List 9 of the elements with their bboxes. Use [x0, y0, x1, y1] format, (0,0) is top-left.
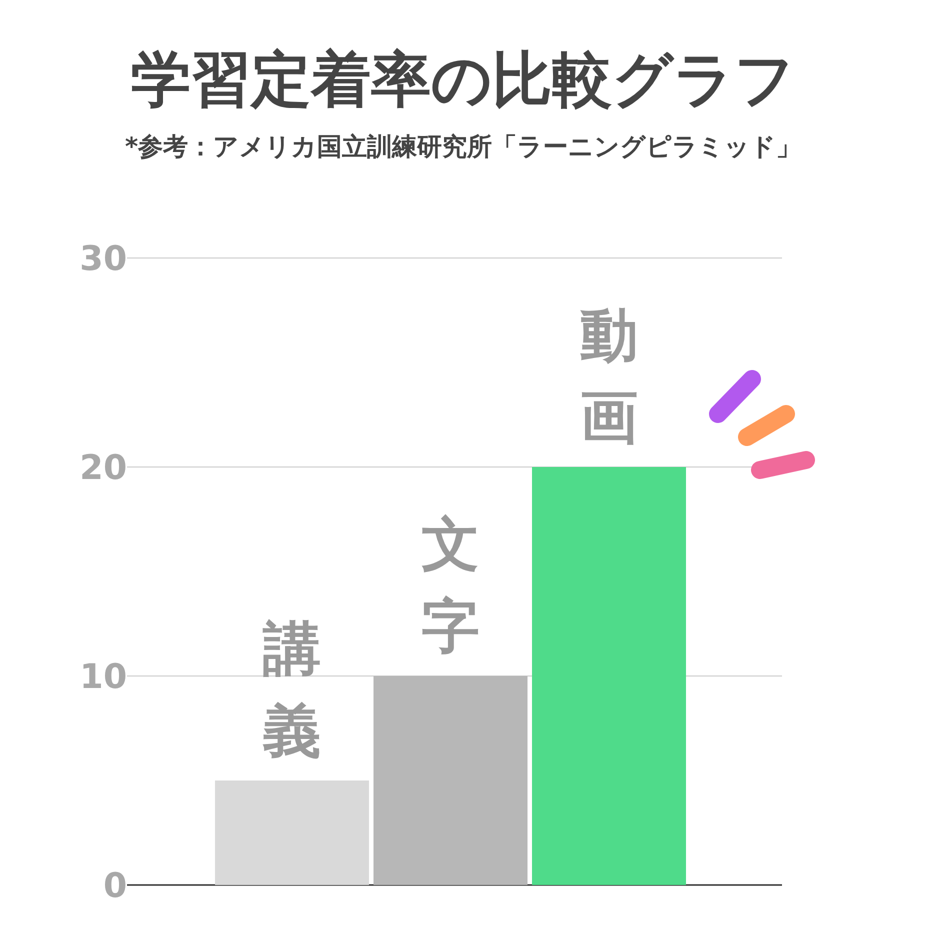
category-label: 講義: [263, 614, 321, 764]
category-label: 文字: [422, 510, 480, 660]
y-tick-label: 0: [103, 866, 127, 906]
category-label: 動画: [580, 301, 638, 451]
subtitle: *参考：アメリカ国立訓練研究所「ラーニングピラミッド」: [124, 132, 802, 161]
y-tick-label: 20: [80, 448, 127, 488]
y-tick-label: 10: [80, 657, 127, 697]
title: 学習定着率の比較グラフ: [131, 45, 795, 115]
y-tick-label: 30: [80, 239, 127, 279]
